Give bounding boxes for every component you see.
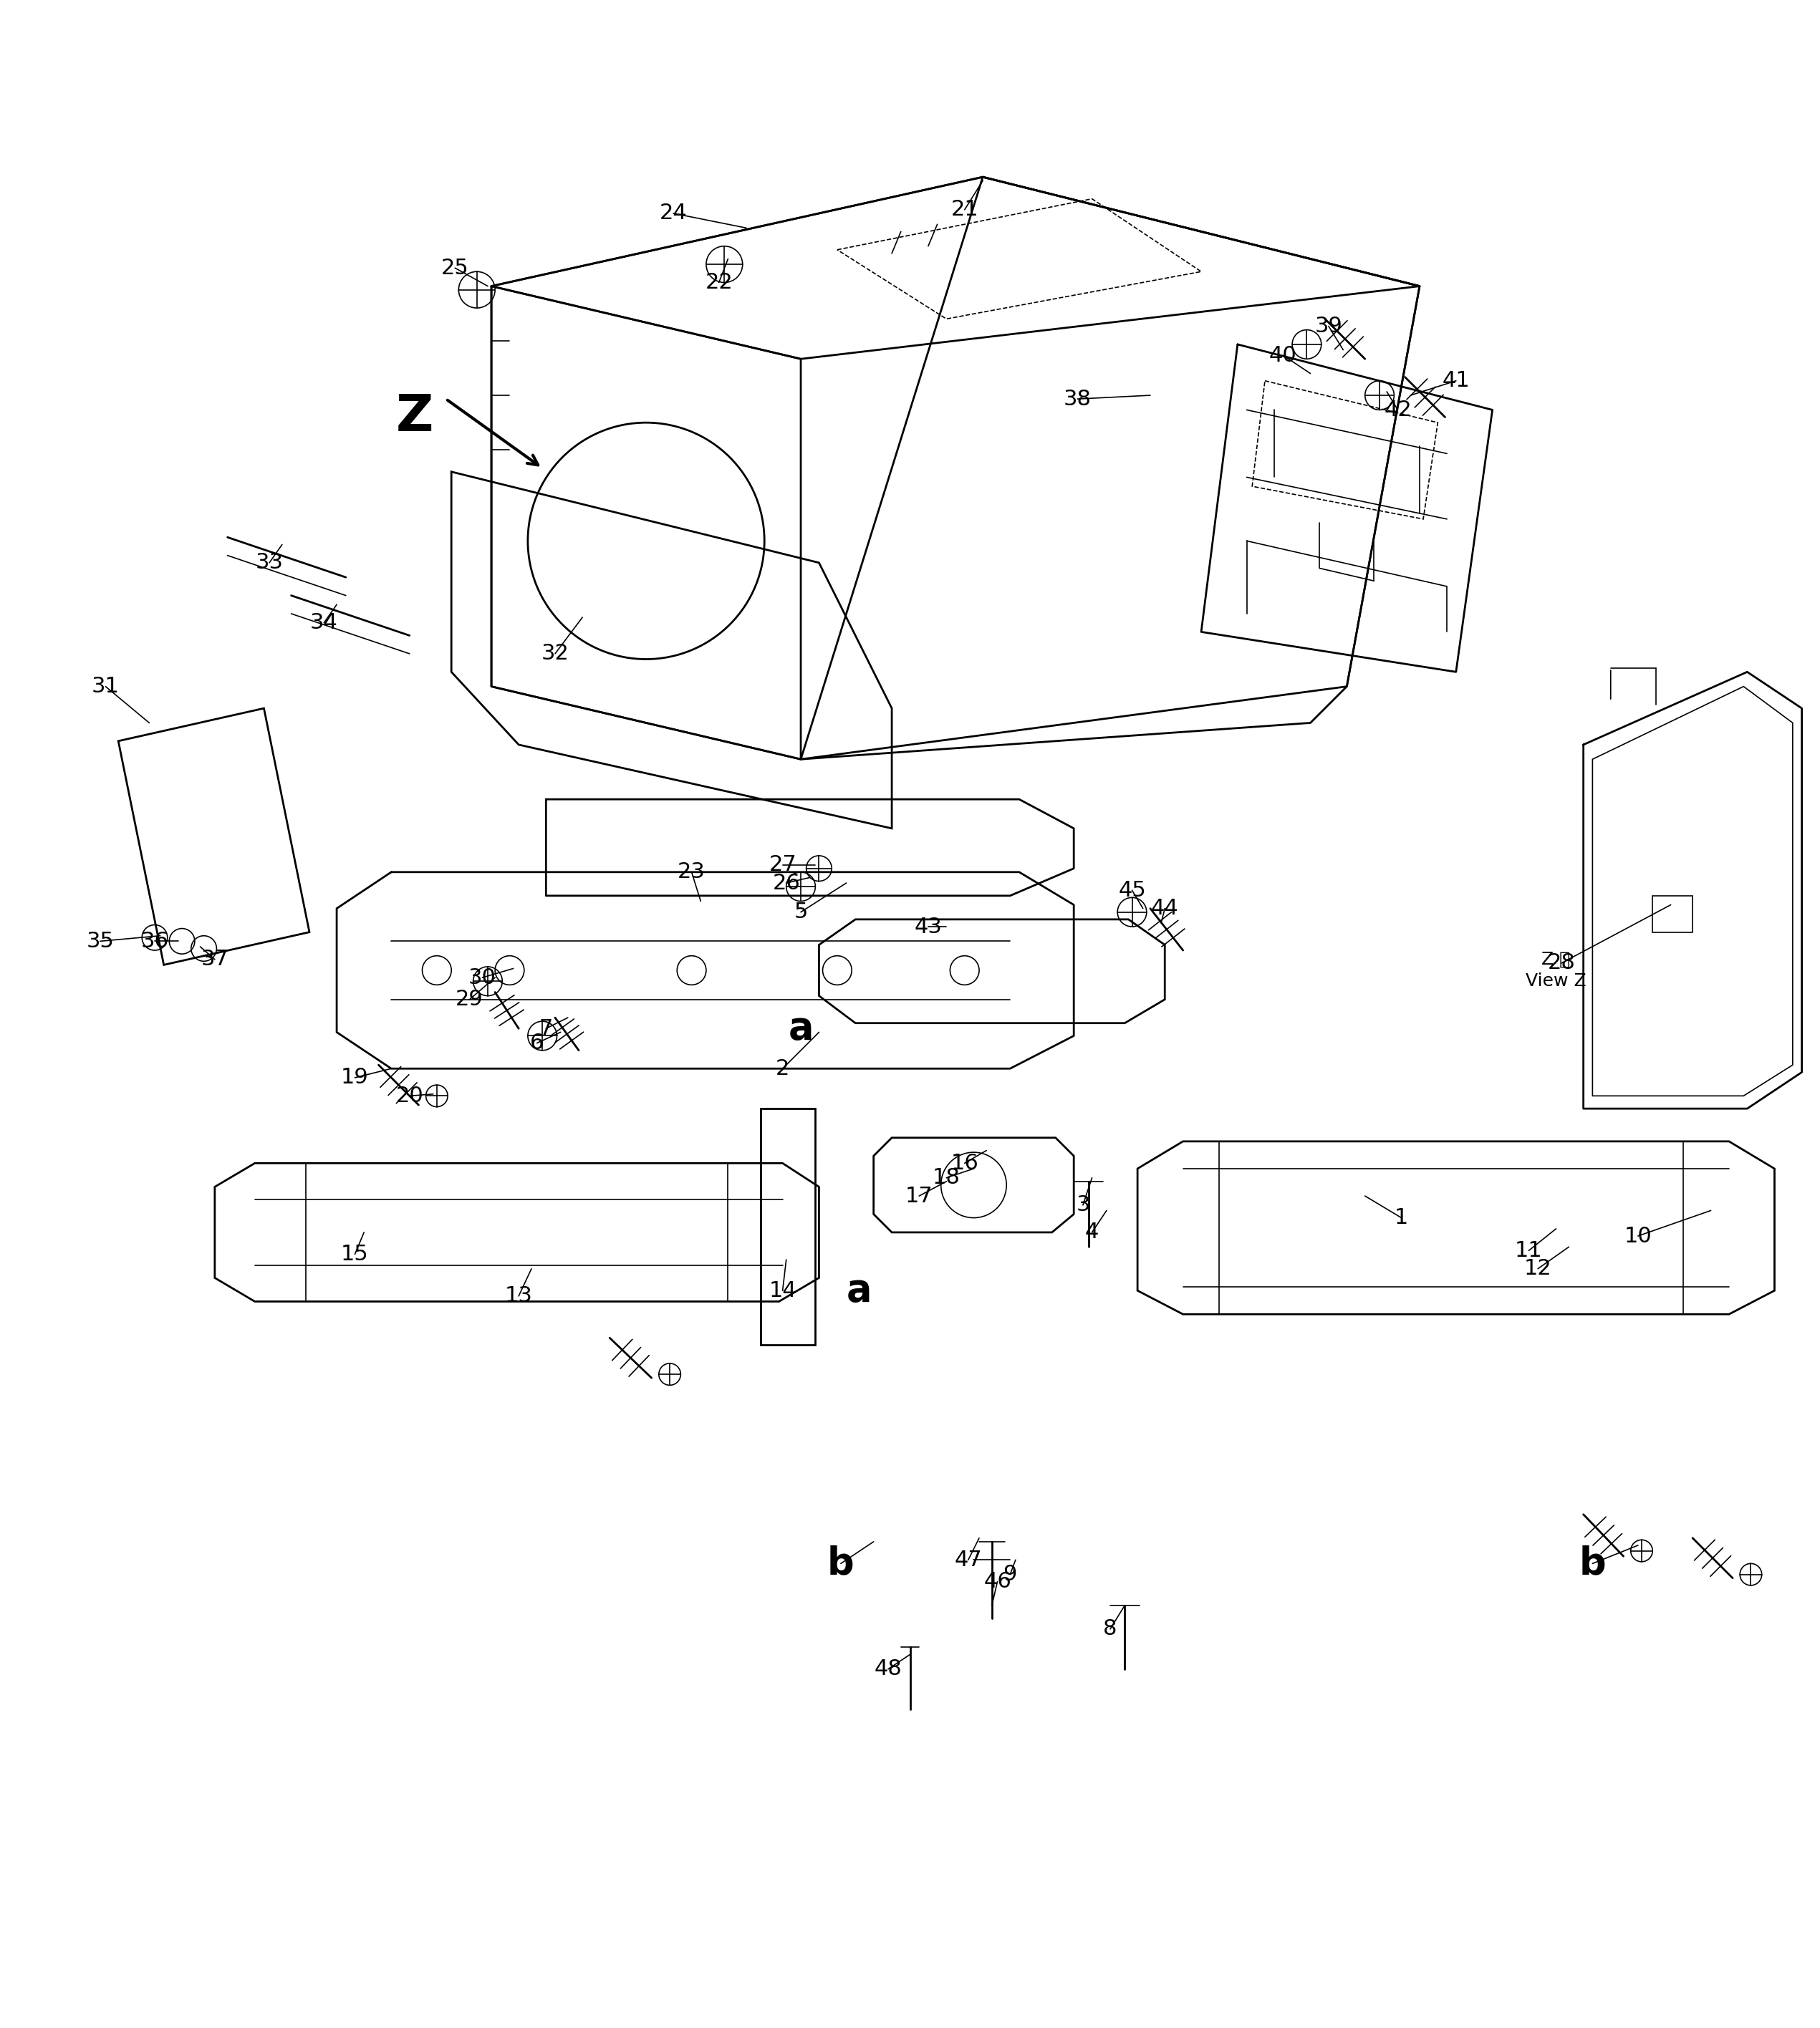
Text: 18: 18 xyxy=(932,1168,961,1188)
Text: 46: 46 xyxy=(983,1572,1012,1592)
Text: 4: 4 xyxy=(1085,1223,1099,1243)
Text: 35: 35 xyxy=(86,931,115,951)
Text: 25: 25 xyxy=(440,258,470,278)
Text: 40: 40 xyxy=(1269,345,1298,365)
Text: 9: 9 xyxy=(1003,1564,1017,1584)
Text: 21: 21 xyxy=(950,199,979,221)
Text: 14: 14 xyxy=(768,1280,797,1302)
Text: 27: 27 xyxy=(768,854,797,876)
Text: 43: 43 xyxy=(914,917,943,937)
Text: 28: 28 xyxy=(1547,953,1576,973)
Text: View Z: View Z xyxy=(1525,973,1587,990)
Text: 6: 6 xyxy=(530,1032,544,1053)
Text: 2: 2 xyxy=(775,1059,790,1079)
Text: 33: 33 xyxy=(255,552,284,574)
Text: 22: 22 xyxy=(704,272,733,292)
Text: 47: 47 xyxy=(954,1549,983,1570)
Text: 41: 41 xyxy=(1441,371,1471,391)
Text: 30: 30 xyxy=(468,967,497,988)
Text: 5: 5 xyxy=(794,902,808,923)
Text: 37: 37 xyxy=(200,949,229,969)
Text: 44: 44 xyxy=(1150,898,1179,919)
Text: 17: 17 xyxy=(905,1186,934,1207)
Text: b: b xyxy=(1580,1545,1605,1582)
Text: a: a xyxy=(846,1272,872,1310)
Text: 16: 16 xyxy=(950,1152,979,1174)
Text: 23: 23 xyxy=(677,862,706,882)
Text: 31: 31 xyxy=(91,675,120,698)
Text: 12: 12 xyxy=(1523,1257,1552,1280)
Text: 48: 48 xyxy=(874,1659,903,1679)
Text: 10: 10 xyxy=(1623,1225,1653,1247)
Text: 39: 39 xyxy=(1314,316,1343,337)
Text: 11: 11 xyxy=(1514,1241,1543,1261)
Text: Z: Z xyxy=(397,393,433,442)
Text: 20: 20 xyxy=(395,1085,424,1105)
Text: 42: 42 xyxy=(1383,400,1412,420)
Text: 26: 26 xyxy=(772,872,801,894)
Text: 38: 38 xyxy=(1063,389,1092,410)
Text: 13: 13 xyxy=(504,1286,533,1306)
Text: 32: 32 xyxy=(541,643,570,663)
Text: 34: 34 xyxy=(309,612,339,633)
Text: b: b xyxy=(828,1545,854,1582)
Text: Z 視: Z 視 xyxy=(1542,951,1571,967)
Text: a: a xyxy=(788,1010,814,1046)
Text: 24: 24 xyxy=(659,203,688,223)
Text: 15: 15 xyxy=(340,1243,369,1265)
Text: 7: 7 xyxy=(539,1018,553,1038)
Text: 8: 8 xyxy=(1103,1618,1117,1639)
Text: 3: 3 xyxy=(1076,1194,1090,1215)
Text: 36: 36 xyxy=(140,931,169,951)
Text: 29: 29 xyxy=(455,990,484,1010)
Text: 19: 19 xyxy=(340,1067,369,1089)
Text: 1: 1 xyxy=(1394,1207,1409,1229)
Text: 45: 45 xyxy=(1117,880,1147,900)
